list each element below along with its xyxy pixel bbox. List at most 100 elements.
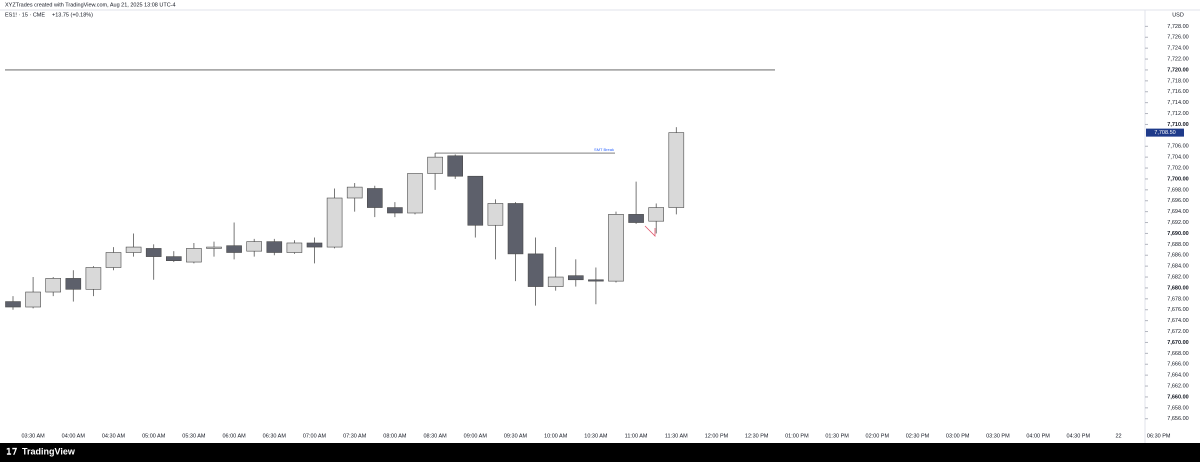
x-tick-label: 04:30 PM: [1067, 433, 1091, 439]
y-tick-label: 7,698.00: [1167, 187, 1188, 193]
y-tick-label: 7,660.00: [1167, 394, 1188, 400]
y-tick-label: 7,714.00: [1167, 100, 1188, 106]
candle-body: [628, 214, 644, 223]
x-tick-label: 02:30 PM: [906, 433, 930, 439]
candle-body: [567, 275, 584, 281]
candle-body: [266, 241, 283, 253]
x-tick-label: 12:30 PM: [745, 433, 769, 439]
x-tick-label: 10:30 AM: [584, 433, 608, 439]
candle-body: [246, 241, 262, 252]
change-label: +13.75 (+0.18%): [52, 12, 93, 18]
x-tick-label: 04:30 AM: [102, 433, 126, 439]
candle-body: [588, 279, 604, 282]
candle-body: [5, 301, 21, 308]
candle-body: [105, 252, 122, 268]
x-tick-label: 09:00 AM: [464, 433, 488, 439]
x-tick-label: 03:30 AM: [21, 433, 45, 439]
x-tick-label: 06:30 PM: [1147, 433, 1171, 439]
x-tick-label: 02:00 PM: [866, 433, 890, 439]
last-price-box: [1146, 128, 1184, 137]
candle-body: [145, 248, 162, 257]
x-tick-label: 03:00 PM: [946, 433, 970, 439]
y-tick-label: 7,674.00: [1167, 318, 1188, 324]
y-tick-label: 7,682.00: [1167, 274, 1188, 280]
y-tick-label: 7,706.00: [1167, 144, 1188, 150]
candle-body: [186, 248, 202, 263]
y-tick-label: 7,672.00: [1167, 329, 1188, 335]
candle-body: [407, 173, 423, 214]
y-tick-label: 7,662.00: [1167, 383, 1188, 389]
y-tick-label: 7,664.00: [1167, 373, 1188, 379]
x-tick-label: 09:30 AM: [504, 433, 528, 439]
candle-body: [45, 278, 62, 293]
x-tick-label: 03:30 PM: [986, 433, 1010, 439]
y-tick-label: 7,686.00: [1167, 253, 1188, 259]
candle-body: [648, 207, 665, 222]
x-tick-label: 04:00 AM: [62, 433, 86, 439]
x-tick-label: 06:00 AM: [222, 433, 246, 439]
y-tick-label: 7,688.00: [1167, 242, 1188, 248]
candle-body: [467, 175, 484, 226]
y-tick-label: 7,670.00: [1167, 340, 1188, 346]
y-tick-label: 7,694.00: [1167, 209, 1188, 215]
candle-body: [326, 197, 343, 248]
y-tick-label: 7,716.00: [1167, 89, 1188, 95]
candle-body: [507, 203, 524, 255]
y-tick-label: 7,676.00: [1167, 307, 1188, 313]
candle-body: [125, 246, 142, 253]
y-tick-label: 7,704.00: [1167, 155, 1188, 161]
y-tick-label: 7,666.00: [1167, 362, 1188, 368]
x-tick-label: 04:00 PM: [1026, 433, 1050, 439]
y-tick-label: 7,702.00: [1167, 165, 1188, 171]
candle-body: [366, 188, 383, 208]
y-tick-label: 7,680.00: [1167, 285, 1188, 291]
x-tick-label: 11:30 AM: [665, 433, 688, 439]
x-tick-label: 22: [1115, 433, 1121, 439]
y-tick-label: 7,722.00: [1167, 57, 1188, 63]
y-tick-label: 7,690.00: [1167, 231, 1188, 237]
x-tick-label: 05:00 AM: [142, 433, 166, 439]
x-tick-label: 12:00 PM: [705, 433, 729, 439]
candle-body: [608, 214, 624, 282]
y-tick-label: 7,692.00: [1167, 220, 1188, 226]
candle-body: [85, 267, 102, 290]
candle-body: [447, 155, 464, 177]
x-tick-label: 05:30 AM: [182, 433, 206, 439]
y-tick-label: 7,712.00: [1167, 111, 1188, 117]
candle-body: [25, 291, 41, 308]
x-tick-label: 10:00 AM: [544, 433, 568, 439]
symbol-label: ES1! · 15 · CME: [5, 12, 45, 18]
x-tick-label: 08:30 AM: [423, 433, 447, 439]
candle-body: [346, 186, 363, 199]
footer-logo: TradingView: [22, 446, 76, 456]
x-tick-label: 01:00 PM: [785, 433, 809, 439]
x-tick-label: 06:30 AM: [263, 433, 287, 439]
x-tick-label: 01:30 PM: [825, 433, 849, 439]
candle-body: [206, 246, 222, 249]
x-tick-label: 08:00 AM: [383, 433, 407, 439]
y-tick-label: 7,718.00: [1167, 78, 1188, 84]
y-tick-label: 7,668.00: [1167, 351, 1188, 357]
candle-body: [547, 276, 564, 287]
candle-body: [226, 245, 242, 253]
y-tick-label: 7,700.00: [1167, 176, 1188, 182]
y-tick-label: 7,658.00: [1167, 405, 1188, 411]
chart-title: XYZTrades created with TradingView.com, …: [5, 2, 176, 8]
candle-body: [668, 132, 685, 208]
y-tick-label: 7,696.00: [1167, 198, 1188, 204]
x-tick-label: 11:00 AM: [625, 433, 648, 439]
candle-body: [65, 278, 82, 290]
arrow-drawing: [644, 225, 656, 237]
currency-label: USD: [1172, 12, 1184, 18]
y-tick-label: 7,724.00: [1167, 46, 1188, 52]
footer-bar: [0, 443, 1200, 462]
y-tick-label: 7,684.00: [1167, 264, 1188, 270]
candle-body: [427, 156, 443, 174]
annotation-label: SMT Break: [594, 147, 614, 152]
candle-body: [527, 253, 544, 287]
candle-body: [306, 242, 323, 248]
x-tick-label: 07:00 AM: [303, 433, 327, 439]
